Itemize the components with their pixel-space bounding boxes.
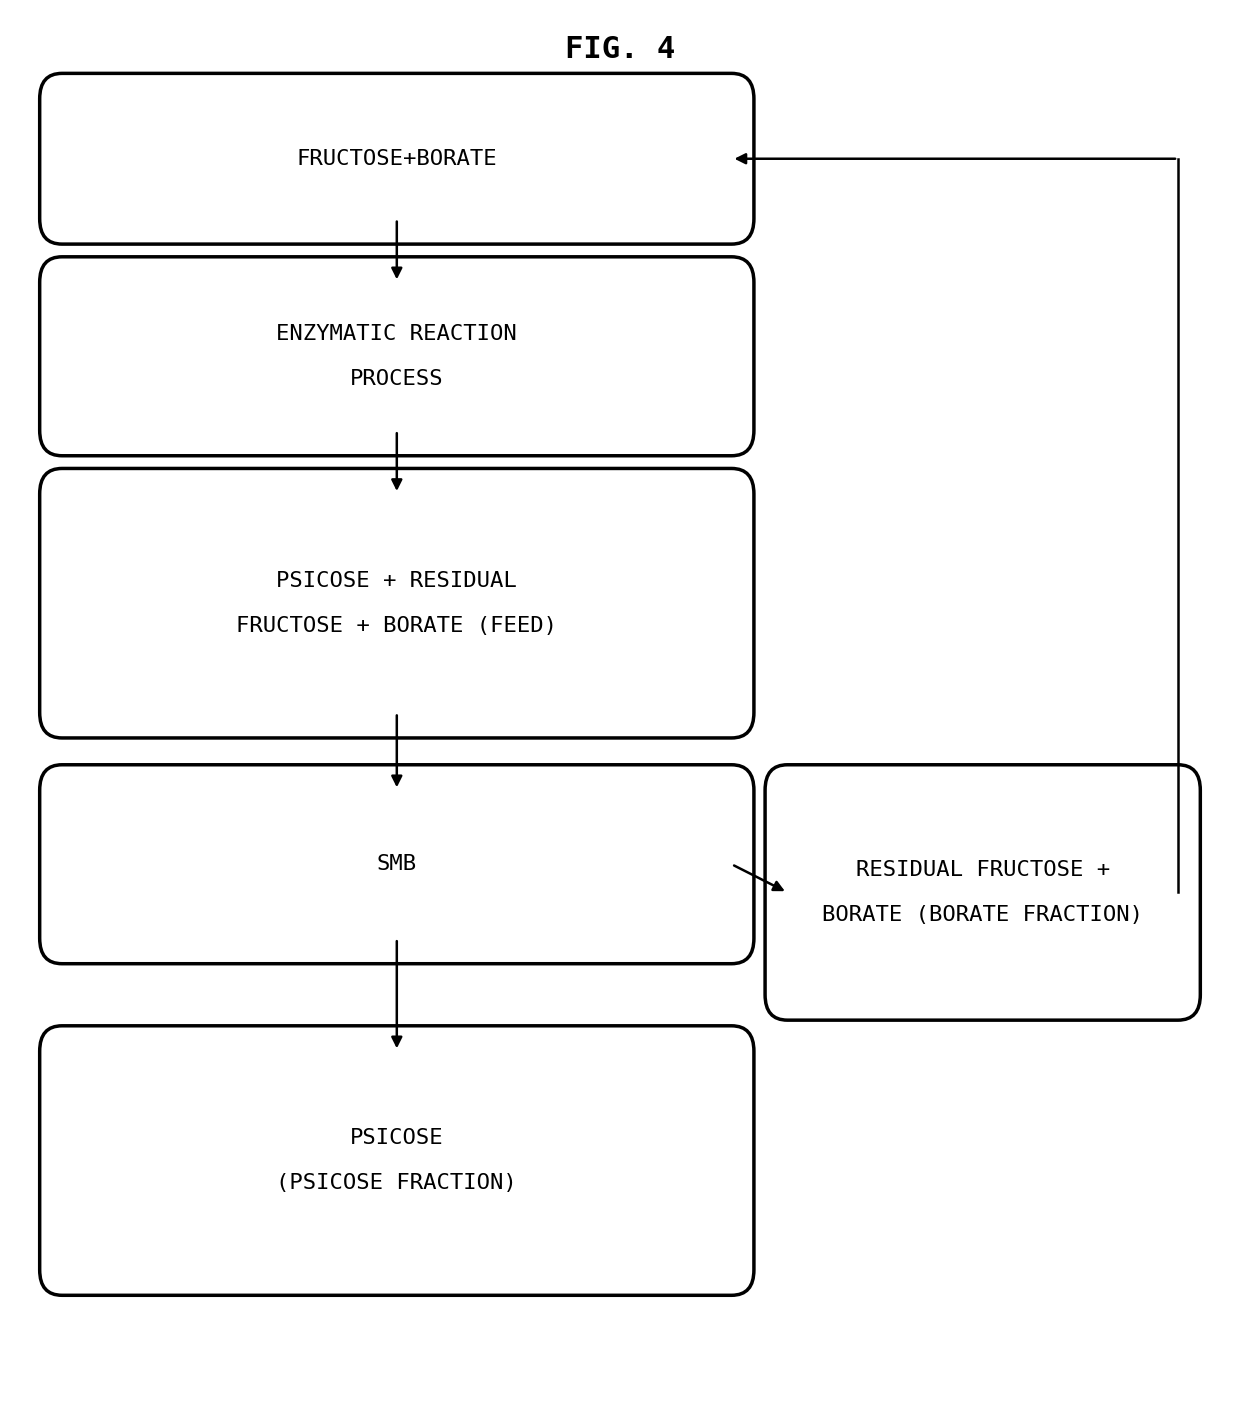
FancyBboxPatch shape xyxy=(40,257,754,456)
Text: PROCESS: PROCESS xyxy=(350,368,444,389)
Text: (PSICOSE FRACTION): (PSICOSE FRACTION) xyxy=(277,1173,517,1194)
Text: SMB: SMB xyxy=(377,854,417,875)
FancyBboxPatch shape xyxy=(765,765,1200,1020)
Text: FRUCTOSE + BORATE (FEED): FRUCTOSE + BORATE (FEED) xyxy=(237,615,557,636)
Text: ENZYMATIC REACTION: ENZYMATIC REACTION xyxy=(277,323,517,344)
FancyBboxPatch shape xyxy=(40,1026,754,1295)
FancyBboxPatch shape xyxy=(40,765,754,964)
FancyBboxPatch shape xyxy=(40,468,754,738)
Text: FRUCTOSE+BORATE: FRUCTOSE+BORATE xyxy=(296,148,497,169)
Text: FIG. 4: FIG. 4 xyxy=(565,35,675,63)
Text: PSICOSE + RESIDUAL: PSICOSE + RESIDUAL xyxy=(277,570,517,591)
Text: RESIDUAL FRUCTOSE +: RESIDUAL FRUCTOSE + xyxy=(856,859,1110,880)
FancyBboxPatch shape xyxy=(40,73,754,244)
Text: PSICOSE: PSICOSE xyxy=(350,1127,444,1149)
Text: BORATE (BORATE FRACTION): BORATE (BORATE FRACTION) xyxy=(822,904,1143,926)
